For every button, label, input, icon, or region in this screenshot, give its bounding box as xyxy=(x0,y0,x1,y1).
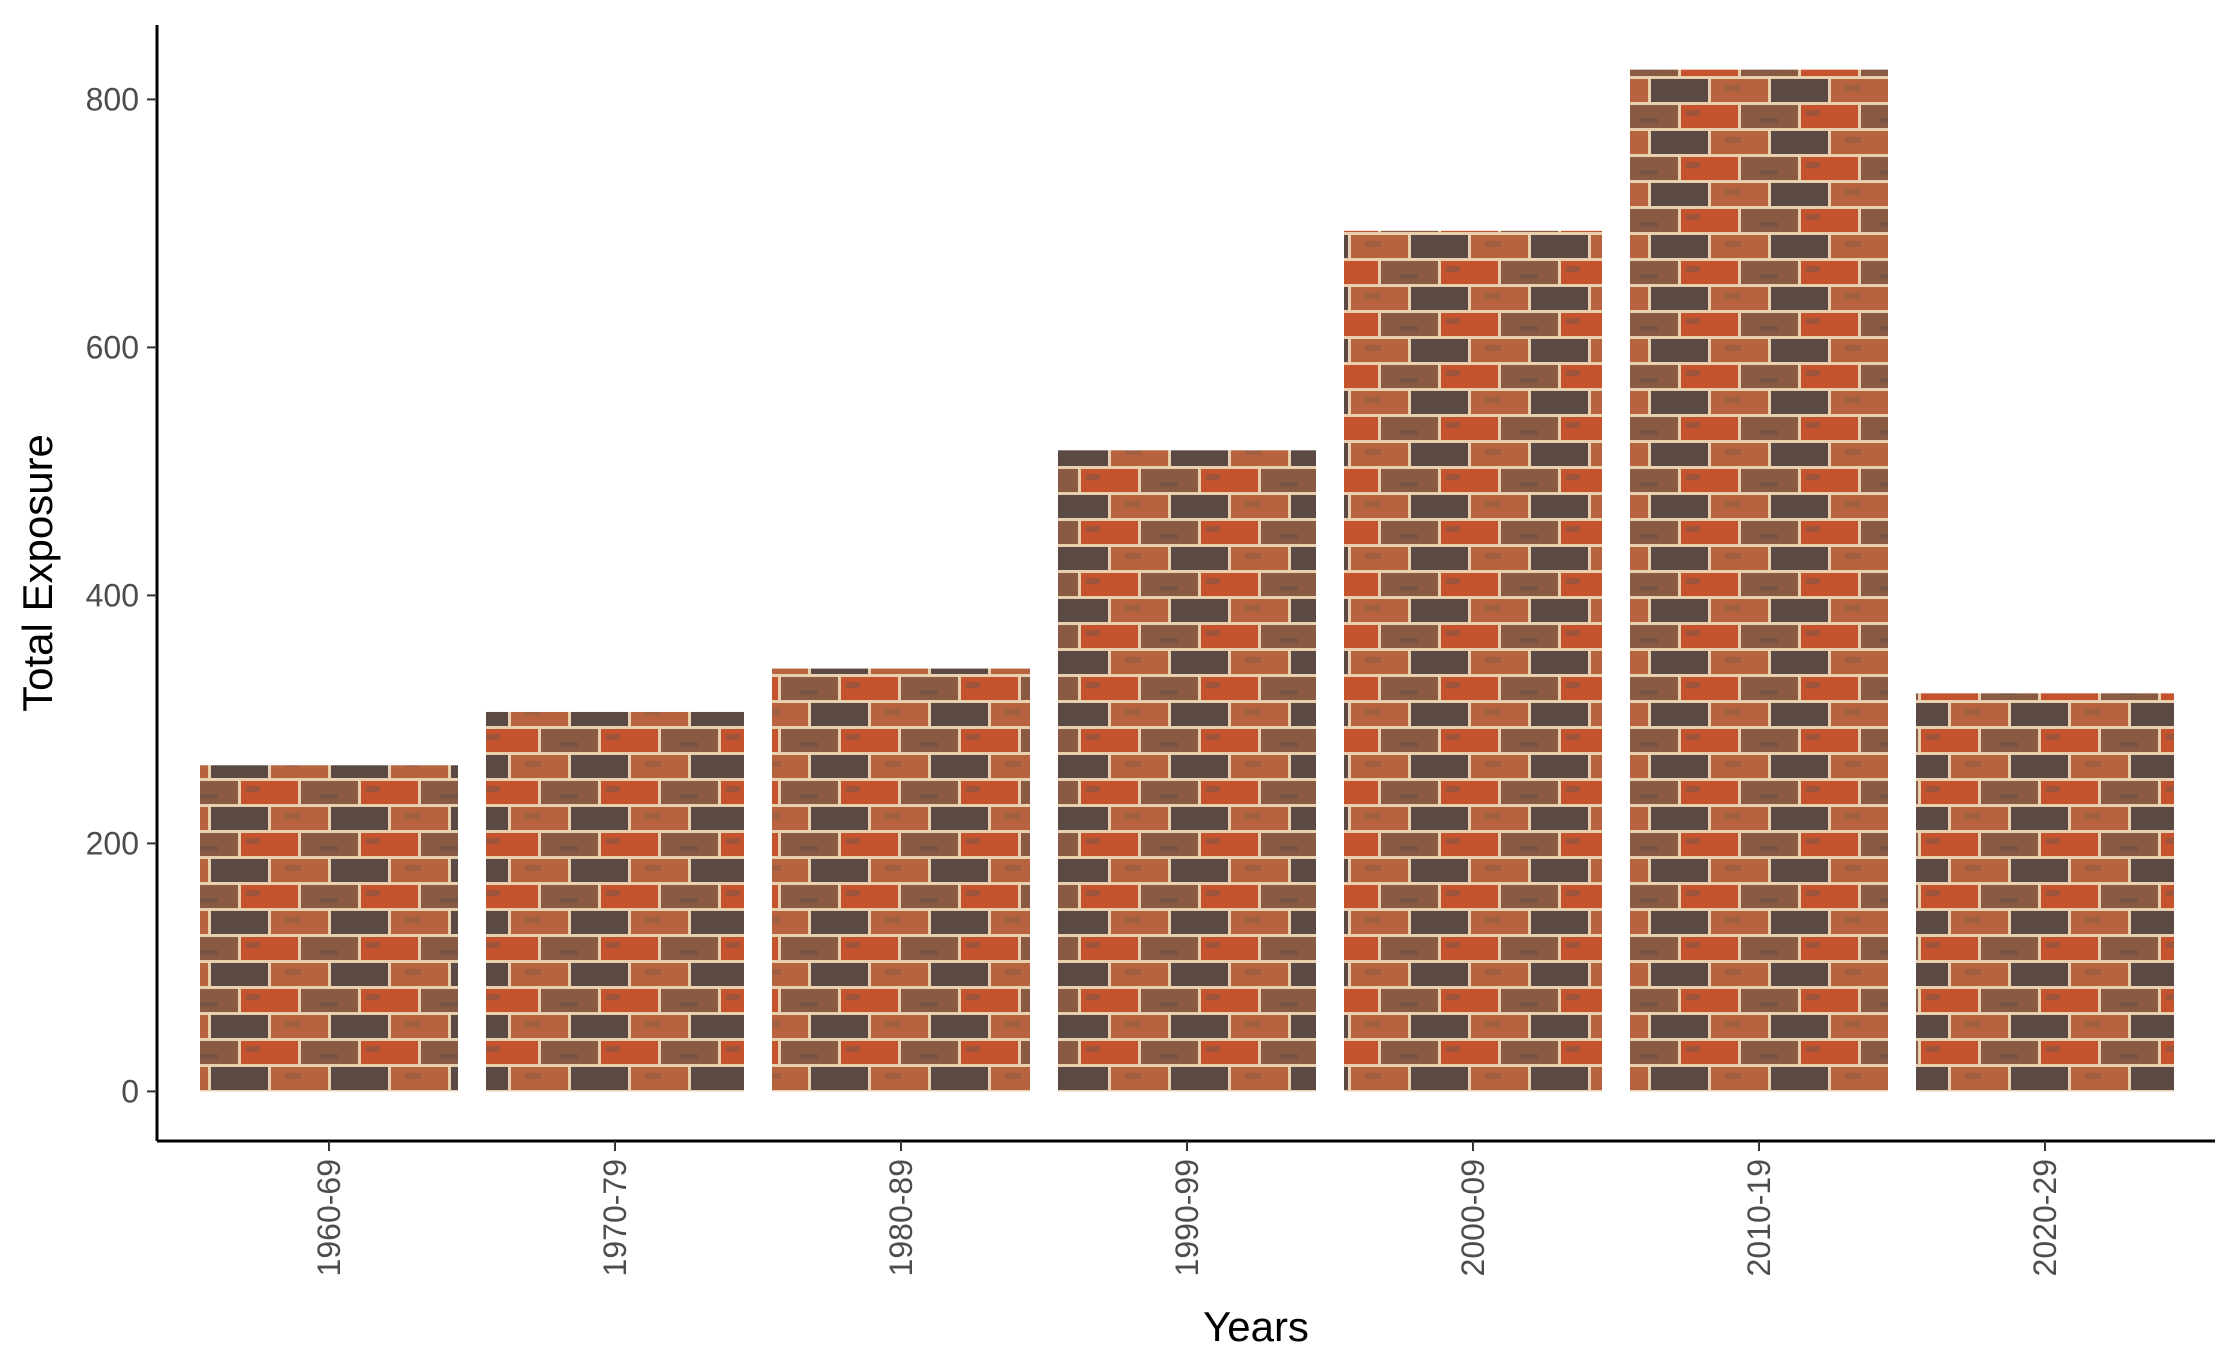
bars-layer xyxy=(200,69,2174,1092)
bar-1990-99 xyxy=(1058,450,1316,1092)
x-tick-label-1980-89: 1980-89 xyxy=(883,1159,919,1276)
x-tick-label-2010-19: 2010-19 xyxy=(1741,1159,1777,1276)
x-tick-label-1990-99: 1990-99 xyxy=(1169,1159,1205,1276)
bar-1960-69 xyxy=(200,765,458,1092)
y-tick-label-400: 400 xyxy=(86,577,139,613)
x-tick-label-2000-09: 2000-09 xyxy=(1455,1159,1491,1276)
x-tick-label-1960-69: 1960-69 xyxy=(311,1159,347,1276)
bar-1980-89 xyxy=(772,668,1030,1092)
axes-layer: 0 200 400 600 800 1960-69 1970-79 1980-89 1990-9… xyxy=(86,25,2215,1276)
x-axis-title: Years xyxy=(1203,1303,1309,1350)
y-tick-label-0: 0 xyxy=(121,1073,139,1109)
bar-2000-09 xyxy=(1344,230,1602,1092)
y-tick-label-800: 800 xyxy=(86,81,139,117)
bar-1970-79 xyxy=(486,711,744,1092)
x-tick-label-2020-29: 2020-29 xyxy=(2027,1159,2063,1276)
y-tick-label-200: 200 xyxy=(86,825,139,861)
bar-2020-29 xyxy=(1916,693,2174,1092)
y-tick-label-600: 600 xyxy=(86,329,139,365)
y-axis-title: Total Exposure xyxy=(14,434,61,712)
bar-2010-19 xyxy=(1630,69,1888,1092)
x-tick-label-1970-79: 1970-79 xyxy=(597,1159,633,1276)
